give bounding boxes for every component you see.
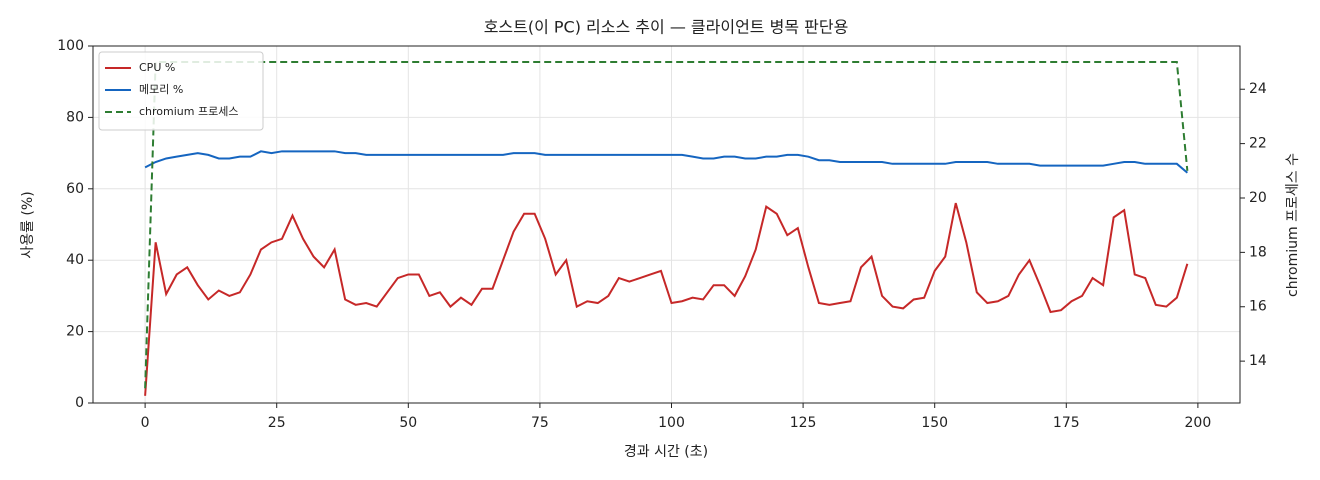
x-tick-label: 25 [268,415,286,431]
x-tick-label: 200 [1185,415,1212,431]
y2-tick-label: 22 [1249,136,1267,152]
legend-box [98,51,264,131]
y2-axis-label: chromium 프로세스 수 [1285,153,1301,297]
legend-label: 메모리 % [139,83,183,96]
y-tick-label: 100 [57,38,84,54]
legend-label: CPU % [139,61,175,74]
y-tick-label: 40 [66,252,84,268]
x-tick-label: 0 [141,415,150,431]
chart-title: 호스트(이 PC) 리소스 추이 — 클라이언트 병목 판단용 [484,18,849,37]
legend: CPU % 메모리 % chromium 프로세스 [98,51,264,131]
y-tick-label: 80 [66,109,84,125]
series-line [144,61,1189,389]
x-tick-label: 100 [658,415,685,431]
y-tick-label: 20 [66,324,84,340]
x-tick-label: 175 [1053,415,1080,431]
y2-tick-label: 18 [1249,244,1267,260]
x-axis-label: 경과 시간 (초) [624,444,708,460]
x-tick-label: 50 [399,415,417,431]
y2-tick-label: 24 [1249,81,1267,97]
x-tick-label: 150 [921,415,948,431]
x-tick-label: 125 [790,415,817,431]
x-tick-label: 75 [531,415,549,431]
y-tick-label: 60 [66,181,84,197]
series-line [144,150,1189,174]
plot-frame [92,45,1241,404]
legend-label: chromium 프로세스 [139,105,238,118]
series-line [144,202,1189,396]
y2-tick-label: 20 [1249,190,1267,206]
y-tick-label: 0 [75,395,84,411]
y2-tick-label: 16 [1249,299,1267,315]
y-axis-label: 사용률 (%) [20,191,36,258]
y2-tick-label: 14 [1249,353,1267,369]
